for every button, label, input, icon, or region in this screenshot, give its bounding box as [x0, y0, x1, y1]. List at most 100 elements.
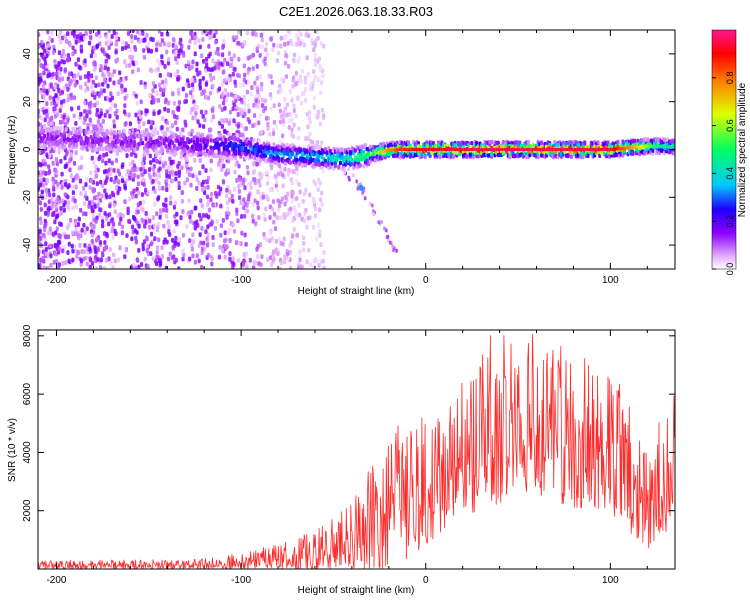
spectrogram-cell [53, 59, 57, 64]
spectrogram-cell [213, 226, 218, 231]
spectrogram-cell [153, 201, 157, 207]
spectrogram-cell [133, 172, 137, 178]
spectrogram-ridge-cell [476, 153, 480, 159]
spectrogram-cell [214, 61, 218, 67]
spectrogram-cell [229, 92, 234, 97]
spectrogram-trail-cell [363, 196, 367, 201]
spectrogram-cell [61, 248, 65, 254]
spectrogram-cell [173, 114, 177, 119]
spectrogram-cell [147, 93, 152, 98]
spectrogram-cell [45, 90, 49, 96]
spectrogram-cell [205, 236, 209, 242]
spectrogram-ridge-cell [189, 153, 193, 158]
spectrogram-cell [153, 236, 157, 242]
spectrogram-cell [147, 218, 152, 224]
spectrogram-cell [195, 67, 199, 73]
spectrogram-cell [104, 34, 109, 40]
spectrogram-cell [204, 168, 208, 173]
spectrogram-ridge-cell [358, 163, 362, 168]
spectrogram-ridge-cell [234, 151, 238, 157]
spectrogram-cell [161, 116, 165, 121]
spectrogram-cell [54, 157, 59, 162]
spectrogram-cell [286, 40, 290, 46]
spectrogram-cell [149, 241, 153, 247]
spectrogram-cell [165, 49, 169, 55]
spectrogram-cell [295, 81, 299, 86]
spectrogram-cell [112, 123, 117, 129]
spectrogram-cell [187, 66, 192, 71]
spectrogram-cell [60, 184, 64, 190]
spectrogram-ridge-core [521, 148, 525, 151]
spectrogram-cell [287, 125, 291, 130]
spectrogram-cell [309, 82, 313, 88]
spectrogram-cell [285, 212, 289, 217]
spectrogram-cell [209, 77, 213, 83]
spectrogram-ridge-core [638, 145, 641, 149]
spectrogram-cell [297, 182, 301, 187]
spectrogram-cell [51, 50, 56, 56]
spectrogram-cell [287, 118, 291, 124]
spectrogram-cell [42, 93, 46, 98]
spectrogram-cell [165, 120, 169, 126]
snr-x-tick-label: 100 [602, 575, 619, 586]
spectrogram-cell [292, 226, 296, 232]
spectrogram-cell [62, 244, 66, 250]
spectrogram-ridge-core [427, 148, 430, 151]
spectrogram-cell [208, 90, 213, 96]
spectrogram-ridge-core [495, 148, 498, 151]
spectrogram-cell [298, 257, 302, 263]
spectrogram-cell [71, 45, 75, 51]
spectrogram-cell [214, 30, 218, 35]
spectrogram-cell [191, 59, 195, 65]
spectrogram-cell [199, 216, 203, 222]
spectrogram-ridge-core [654, 144, 658, 148]
spectrogram-cell [278, 108, 282, 114]
spectrogram-cell [187, 83, 191, 89]
spectrogram-cell [114, 41, 118, 47]
spectrogram-cell [179, 154, 183, 160]
spectrogram-cell [86, 74, 90, 79]
spectrogram-ridge-cell [257, 138, 261, 143]
spectrogram-cell [71, 177, 75, 183]
spectrogram-cell [187, 59, 191, 65]
spectrogram-cell [180, 165, 184, 171]
spectrogram-cell [142, 199, 146, 205]
spectrogram-cell [261, 194, 266, 200]
spectrogram-cell [45, 178, 49, 184]
spectrogram-cell [44, 241, 48, 247]
spectrogram-ridge-core [470, 148, 474, 151]
spectrogram-cell [158, 109, 162, 114]
spectrogram-cell [209, 127, 213, 133]
spectrogram-ridge-core [480, 148, 483, 151]
spectrogram-ridge-core [540, 148, 543, 151]
spectrogram-cell [154, 177, 159, 183]
spectrogram-cell [268, 255, 273, 261]
spectrogram-cell [290, 127, 294, 133]
snr-y-tick-label: 8000 [22, 324, 33, 347]
spectrogram-cell [130, 38, 134, 44]
spectrogram-cell [211, 235, 215, 240]
spectrogram-cell [107, 72, 111, 77]
spectrogram-cell [256, 205, 260, 211]
spectrogram-cell [196, 119, 200, 125]
spectrogram-cell [108, 113, 112, 119]
snr-series-line [38, 334, 675, 569]
spectrogram-cell [194, 115, 198, 121]
spectrogram-cell [112, 252, 116, 258]
spectrogram-cell [184, 82, 188, 87]
spectrogram-cell [73, 82, 77, 88]
spectrogram-cell [283, 60, 288, 66]
spectrogram-cell [251, 201, 255, 207]
spectrogram-cell [277, 207, 281, 213]
spectrogram-cell [166, 72, 170, 77]
spectrogram-cell [242, 205, 246, 210]
spectrogram-cell [56, 196, 60, 202]
spectrogram-cell [53, 106, 57, 112]
spectrogram-cell [303, 210, 307, 216]
spectrogram-cell [185, 168, 190, 174]
spectrogram-cell [225, 187, 229, 193]
spectrogram-cell [231, 198, 235, 204]
spectrogram-cell [321, 169, 325, 174]
spectrogram-cell [211, 58, 215, 64]
spectrogram-ridge-cell [174, 150, 178, 155]
